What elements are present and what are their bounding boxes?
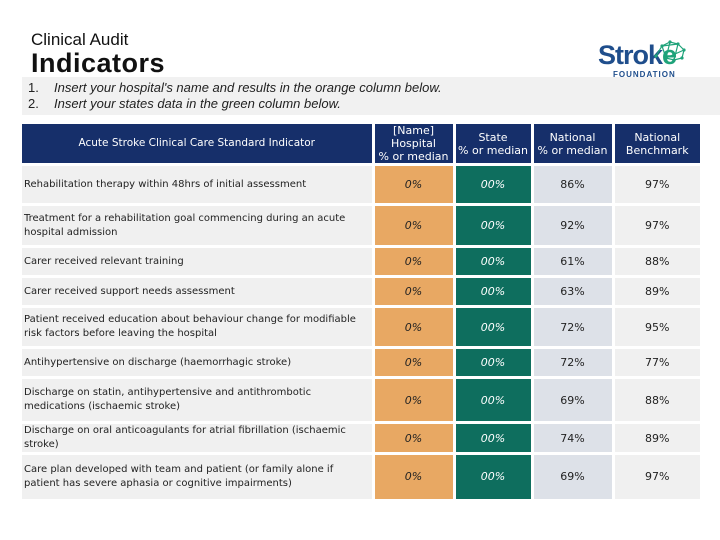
indicator-table: Acute Stroke Clinical Care Standard Indi… [22,124,700,499]
state-value-cell: 00% [452,376,532,423]
instruction-item: 2. Insert your states data in the green c… [28,96,341,111]
indicator-cell: Antihypertensive on discharge (haemorrha… [22,346,373,378]
page-title: Indicators [31,48,166,78]
table-row: Carer received relevant training 0% 00% 61%… [22,245,700,277]
hospital-value-cell: 0% [371,245,454,277]
benchmark-value-cell: 97% [611,163,700,205]
header-national: National% or median [530,124,613,165]
header-benchmark: National Benchmark [611,124,700,165]
table-row: Antihypertensive on discharge (haemorrha… [22,346,700,378]
hospital-value-cell: 0% [371,275,454,307]
table-row: Treatment for a rehabilitation goal comm… [22,203,700,247]
state-value-cell: 00% [452,421,532,454]
hospital-value-cell: 0% [371,203,454,247]
logo-subtext: FOUNDATION [613,70,676,79]
state-value-cell: 00% [452,163,532,205]
benchmark-value-cell: 88% [611,376,700,423]
state-value-cell: 00% [452,275,532,307]
hospital-value-cell: 0% [371,163,454,205]
indicator-cell: Rehabilitation therapy within 48hrs of i… [22,163,373,205]
state-value-cell: 00% [452,203,532,247]
benchmark-value-cell: 95% [611,305,700,348]
state-value-cell: 00% [452,245,532,277]
table-row: Rehabilitation therapy within 48hrs of i… [22,163,700,205]
national-value-cell: 69% [530,376,613,423]
benchmark-value-cell: 89% [611,275,700,307]
indicator-cell: Carer received relevant training [22,245,373,277]
indicator-cell: Discharge on statin, antihypertensive an… [22,376,373,423]
benchmark-value-cell: 77% [611,346,700,378]
indicator-cell: Discharge on oral anticoagulants for atr… [22,421,373,454]
table-header-row: Acute Stroke Clinical Care Standard Indi… [22,124,700,165]
table-row: Patient received education about behavio… [22,305,700,348]
benchmark-value-cell: 97% [611,452,700,499]
indicator-cell: Care plan developed with team and patien… [22,452,373,499]
national-value-cell: 72% [530,305,613,348]
national-value-cell: 63% [530,275,613,307]
national-value-cell: 92% [530,203,613,247]
header-state: State% or median [452,124,532,165]
indicator-cell: Patient received education about behavio… [22,305,373,348]
national-value-cell: 61% [530,245,613,277]
table-row: Discharge on oral anticoagulants for atr… [22,421,700,454]
hospital-value-cell: 0% [371,376,454,423]
benchmark-value-cell: 97% [611,203,700,247]
brain-network-icon [654,40,686,62]
indicator-cell: Treatment for a rehabilitation goal comm… [22,203,373,247]
instruction-item: 1. Insert your hospital's name and result… [28,80,442,95]
benchmark-value-cell: 88% [611,245,700,277]
hospital-value-cell: 0% [371,305,454,348]
table-row: Discharge on statin, antihypertensive an… [22,376,700,423]
page-subtitle: Clinical Audit [31,30,129,49]
hospital-value-cell: 0% [371,346,454,378]
national-value-cell: 86% [530,163,613,205]
stroke-foundation-logo: Stroke FOUNDATION [592,38,692,88]
table-row: Carer received support needs assessment 0… [22,275,700,307]
header-indicator: Acute Stroke Clinical Care Standard Indi… [22,124,373,165]
table-row: Care plan developed with team and patien… [22,452,700,499]
indicator-cell: Carer received support needs assessment [22,275,373,307]
state-value-cell: 00% [452,346,532,378]
state-value-cell: 00% [452,305,532,348]
national-value-cell: 72% [530,346,613,378]
hospital-value-cell: 0% [371,421,454,454]
benchmark-value-cell: 89% [611,421,700,454]
instructions-box: 1. Insert your hospital's name and result… [22,77,720,115]
national-value-cell: 69% [530,452,613,499]
logo-wordmark: Stroke [598,40,677,70]
hospital-value-cell: 0% [371,452,454,499]
header-hospital: [Name] Hospital% or median [371,124,454,165]
national-value-cell: 74% [530,421,613,454]
state-value-cell: 00% [452,452,532,499]
